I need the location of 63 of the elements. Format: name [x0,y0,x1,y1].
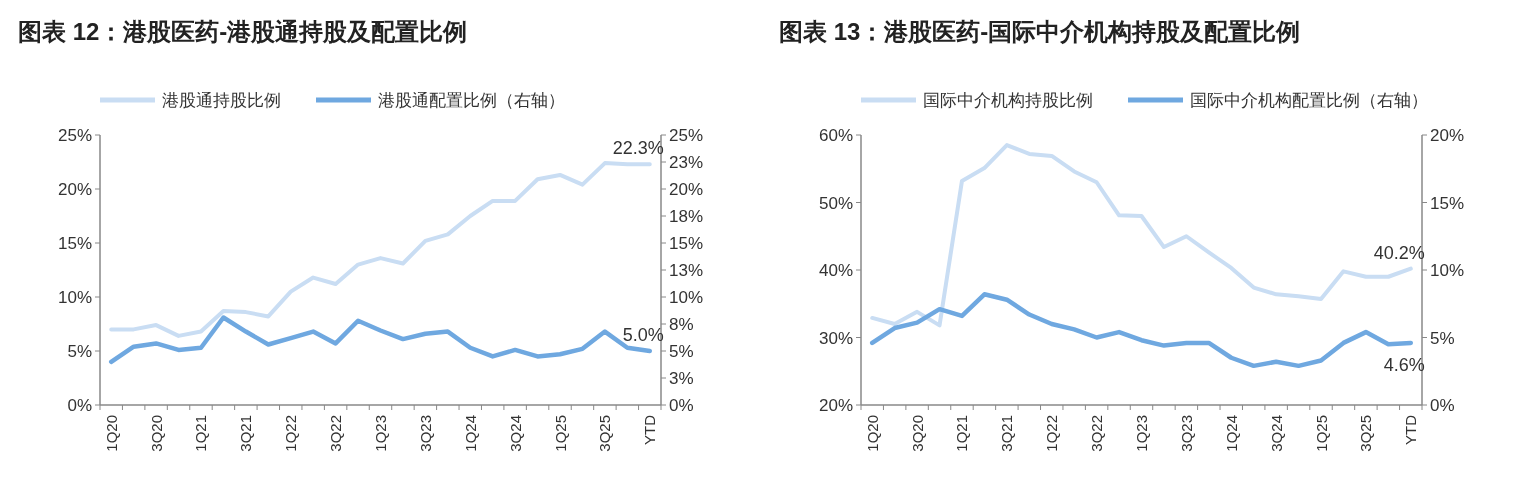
x-tick-label: 1Q25 [551,415,569,452]
data-label: 4.6% [1383,354,1425,375]
x-tick-label: 1Q20 [863,415,881,452]
legend-label: 港股通配置比例（右轴） [378,91,565,110]
y2-tick-label: 10% [1430,261,1465,280]
legend-label: 国际中介机构持股比例 [923,91,1093,110]
x-tick-label: YTD [1402,414,1420,445]
x-tick-label: 1Q24 [461,415,479,452]
y2-tick-label: 20% [1430,126,1465,145]
x-tick-label: 1Q22 [282,415,300,452]
y-tick-label: 20% [818,396,853,415]
x-tick-label: 3Q21 [998,415,1016,452]
y2-tick-label: 23% [669,153,704,172]
chart-title: 图表 12：港股医药-港股通持股及配置比例 [18,18,468,45]
y2-tick-label: 13% [669,261,704,280]
x-tick-label: 3Q20 [908,415,926,452]
x-tick-label: 3Q22 [327,415,345,452]
y2-tick-label: 5% [1430,328,1455,348]
y-tick-label: 25% [57,126,92,145]
x-tick-label: 3Q23 [1177,415,1195,452]
x-tick-label: 1Q24 [1222,415,1240,452]
y-tick-label: 20% [57,180,92,199]
x-tick-label: 1Q21 [953,415,971,452]
x-tick-label: 3Q20 [147,415,165,452]
data-label: 5.0% [622,325,664,345]
x-tick-label: 1Q20 [102,415,120,452]
data-label: 22.3% [612,138,664,159]
x-tick-label: 3Q25 [1357,415,1375,452]
y2-tick-label: 0% [1430,396,1455,415]
x-tick-label: 3Q25 [596,415,614,452]
data-label: 40.2% [1373,242,1425,263]
y-tick-label: 0% [67,396,92,415]
legend-label: 港股通持股比例 [162,91,281,110]
chart-title: 图表 13：港股医药-国际中介机构持股及配置比例 [779,18,1301,45]
y2-tick-label: 18% [669,207,704,226]
y-tick-label: 15% [57,234,92,253]
y2-tick-label: 3% [669,369,694,388]
y2-tick-label: 5% [669,342,694,361]
y2-tick-label: 20% [669,180,704,199]
x-tick-label: 3Q21 [237,415,255,452]
y2-tick-label: 15% [1430,193,1465,213]
y-tick-label: 10% [57,288,92,307]
x-tick-label: 3Q22 [1088,415,1106,452]
y-tick-label: 30% [818,328,853,348]
x-tick-label: 1Q23 [372,415,389,452]
x-tick-label: 1Q25 [1312,415,1330,452]
y-tick-label: 60% [818,126,853,145]
x-tick-label: 1Q22 [1043,415,1061,452]
y-tick-label: 40% [818,261,853,280]
y2-tick-label: 15% [669,234,704,253]
x-tick-label: YTD [641,414,659,445]
x-tick-label: 1Q21 [192,415,210,452]
x-tick-label: 1Q23 [1133,415,1150,452]
x-tick-label: 3Q24 [506,415,524,452]
legend-label: 国际中介机构配置比例（右轴） [1190,91,1428,110]
y2-tick-label: 25% [669,126,704,145]
x-tick-label: 3Q23 [416,415,434,452]
y2-tick-label: 0% [669,396,694,415]
y2-tick-label: 10% [669,288,704,307]
x-tick-label: 3Q24 [1267,415,1285,452]
y-tick-label: 5% [67,342,92,361]
y-tick-label: 50% [818,193,853,213]
y2-tick-label: 8% [669,315,694,334]
